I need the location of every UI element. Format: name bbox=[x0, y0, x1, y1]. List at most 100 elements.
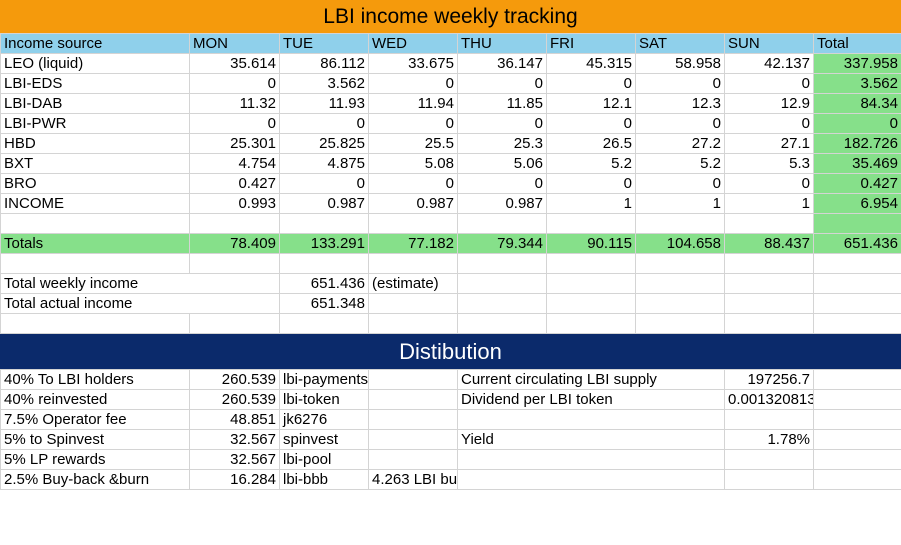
header-cell[interactable]: FRI bbox=[546, 33, 636, 54]
source-cell[interactable]: INCOME bbox=[0, 193, 190, 214]
header-cell[interactable]: MON bbox=[189, 33, 280, 54]
value-cell[interactable]: 0 bbox=[724, 73, 814, 94]
dist-account[interactable]: lbi-payments bbox=[279, 369, 369, 390]
value-cell[interactable]: 0 bbox=[457, 113, 547, 134]
value-cell[interactable]: 25.301 bbox=[189, 133, 280, 154]
dist-extra[interactable]: 4.263 LBI burned bbox=[368, 469, 458, 490]
total-cell[interactable]: 0.427 bbox=[813, 173, 901, 194]
dist-right-label[interactable]: Yield bbox=[456, 429, 726, 450]
value-cell[interactable]: 5.2 bbox=[635, 153, 725, 174]
totals-cell[interactable]: 88.437 bbox=[724, 233, 814, 254]
dist-label[interactable]: 2.5% Buy-back &burn bbox=[0, 469, 190, 490]
total-cell[interactable]: 337.958 bbox=[813, 53, 901, 74]
value-cell[interactable]: 26.5 bbox=[546, 133, 636, 154]
value-cell[interactable]: 0 bbox=[724, 173, 814, 194]
cell[interactable] bbox=[813, 409, 901, 430]
dist-right-value[interactable] bbox=[724, 469, 815, 490]
header-cell[interactable]: Income source bbox=[0, 33, 190, 54]
value-cell[interactable]: 3.562 bbox=[279, 73, 369, 94]
value-cell[interactable]: 0 bbox=[279, 173, 369, 194]
value-cell[interactable]: 35.614 bbox=[189, 53, 280, 74]
weekly-income-note[interactable]: (estimate) bbox=[368, 273, 458, 294]
value-cell[interactable]: 0 bbox=[368, 73, 458, 94]
value-cell[interactable]: 0 bbox=[368, 173, 458, 194]
dist-account[interactable]: lbi-token bbox=[279, 389, 369, 410]
value-cell[interactable]: 11.93 bbox=[279, 93, 369, 114]
value-cell[interactable]: 4.875 bbox=[279, 153, 369, 174]
totals-cell[interactable]: 78.409 bbox=[189, 233, 280, 254]
value-cell[interactable]: 58.958 bbox=[635, 53, 725, 74]
dist-account[interactable]: jk6276 bbox=[279, 409, 369, 430]
total-cell[interactable]: 0 bbox=[813, 113, 901, 134]
value-cell[interactable]: 0 bbox=[189, 113, 280, 134]
weekly-income-value[interactable]: 651.436 bbox=[279, 273, 369, 294]
total-cell[interactable]: 182.726 bbox=[813, 133, 901, 154]
cell[interactable] bbox=[813, 389, 901, 410]
totals-cell[interactable]: 79.344 bbox=[457, 233, 547, 254]
value-cell[interactable]: 0.427 bbox=[189, 173, 280, 194]
value-cell[interactable]: 86.112 bbox=[279, 53, 369, 74]
dist-right-label[interactable]: Dividend per LBI token bbox=[456, 389, 726, 410]
value-cell[interactable]: 0 bbox=[368, 113, 458, 134]
value-cell[interactable]: 33.675 bbox=[368, 53, 458, 74]
dist-extra[interactable] bbox=[368, 369, 458, 390]
dist-account[interactable]: spinvest bbox=[279, 429, 369, 450]
value-cell[interactable]: 27.2 bbox=[635, 133, 725, 154]
dist-value[interactable]: 32.567 bbox=[189, 429, 280, 450]
source-cell[interactable]: LBI-DAB bbox=[0, 93, 190, 114]
value-cell[interactable]: 42.137 bbox=[724, 53, 814, 74]
value-cell[interactable]: 11.94 bbox=[368, 93, 458, 114]
dist-right-value[interactable]: 197256.7 bbox=[724, 369, 815, 390]
dist-right-value[interactable] bbox=[724, 409, 815, 430]
dist-right-label[interactable] bbox=[456, 469, 726, 490]
header-cell[interactable]: THU bbox=[457, 33, 547, 54]
value-cell[interactable]: 0 bbox=[546, 73, 636, 94]
totals-cell[interactable]: 90.115 bbox=[546, 233, 636, 254]
dist-value[interactable]: 32.567 bbox=[189, 449, 280, 470]
totals-cell[interactable]: 77.182 bbox=[368, 233, 458, 254]
value-cell[interactable]: 12.3 bbox=[635, 93, 725, 114]
value-cell[interactable]: 11.85 bbox=[457, 93, 547, 114]
totals-label[interactable]: Totals bbox=[0, 233, 190, 254]
value-cell[interactable]: 36.147 bbox=[457, 53, 547, 74]
totals-grand[interactable]: 651.436 bbox=[813, 233, 901, 254]
value-cell[interactable]: 0 bbox=[724, 113, 814, 134]
value-cell[interactable]: 0 bbox=[189, 73, 280, 94]
value-cell[interactable]: 0 bbox=[457, 173, 547, 194]
value-cell[interactable]: 27.1 bbox=[724, 133, 814, 154]
value-cell[interactable]: 0.987 bbox=[279, 193, 369, 214]
value-cell[interactable]: 0 bbox=[457, 73, 547, 94]
actual-income-label[interactable]: Total actual income bbox=[0, 293, 280, 314]
source-cell[interactable]: LEO (liquid) bbox=[0, 53, 190, 74]
dist-extra[interactable] bbox=[368, 389, 458, 410]
value-cell[interactable]: 45.315 bbox=[546, 53, 636, 74]
value-cell[interactable]: 0.987 bbox=[457, 193, 547, 214]
cell[interactable] bbox=[813, 469, 901, 490]
dist-extra[interactable] bbox=[368, 409, 458, 430]
dist-label[interactable]: 5% to Spinvest bbox=[0, 429, 190, 450]
dist-value[interactable]: 48.851 bbox=[189, 409, 280, 430]
total-cell[interactable]: 35.469 bbox=[813, 153, 901, 174]
header-cell[interactable]: WED bbox=[368, 33, 458, 54]
value-cell[interactable]: 0.987 bbox=[368, 193, 458, 214]
total-cell[interactable]: 3.562 bbox=[813, 73, 901, 94]
dist-value[interactable]: 260.539 bbox=[189, 389, 280, 410]
value-cell[interactable]: 1 bbox=[635, 193, 725, 214]
dist-account[interactable]: lbi-bbb bbox=[279, 469, 369, 490]
value-cell[interactable]: 1 bbox=[724, 193, 814, 214]
dist-right-value[interactable]: 0.001320813 bbox=[724, 389, 815, 410]
value-cell[interactable]: 5.08 bbox=[368, 153, 458, 174]
value-cell[interactable]: 12.9 bbox=[724, 93, 814, 114]
cell[interactable] bbox=[813, 369, 901, 390]
dist-value[interactable]: 260.539 bbox=[189, 369, 280, 390]
dist-label[interactable]: 5% LP rewards bbox=[0, 449, 190, 470]
value-cell[interactable]: 0 bbox=[279, 113, 369, 134]
value-cell[interactable]: 0 bbox=[546, 173, 636, 194]
source-cell[interactable]: BXT bbox=[0, 153, 190, 174]
dist-account[interactable]: lbi-pool bbox=[279, 449, 369, 470]
header-cell[interactable]: SUN bbox=[724, 33, 814, 54]
dist-extra[interactable] bbox=[368, 449, 458, 470]
header-cell[interactable]: TUE bbox=[279, 33, 369, 54]
dist-label[interactable]: 40% reinvested bbox=[0, 389, 190, 410]
value-cell[interactable]: 1 bbox=[546, 193, 636, 214]
